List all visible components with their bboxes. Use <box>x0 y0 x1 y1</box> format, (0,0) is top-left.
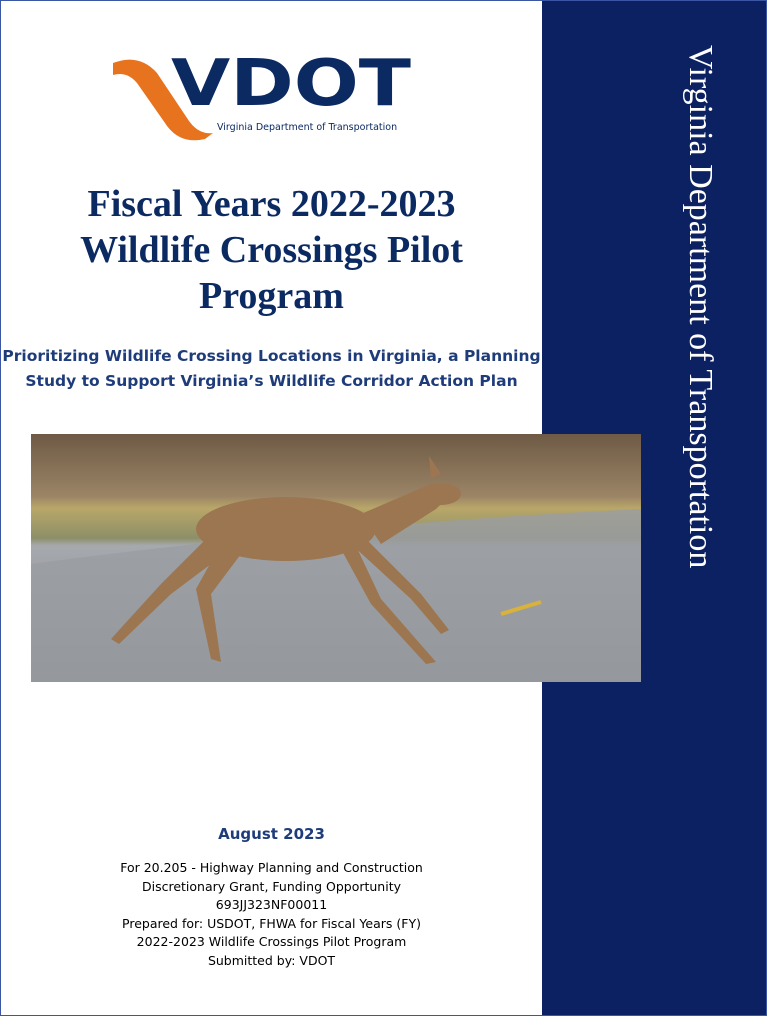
deer-photo <box>31 434 641 682</box>
logo-name: VDOT <box>171 53 411 121</box>
subtitle: Prioritizing Wildlife Crossing Locations… <box>1 344 542 394</box>
detail-line: 2022-2023 Wildlife Crossings Pilot Progr… <box>1 933 542 952</box>
title-line: Program <box>1 273 542 319</box>
title-line: Fiscal Years 2022-2023 <box>1 181 542 227</box>
cover-page: Virginia Department of Transportation VD… <box>0 0 767 1016</box>
detail-line: Submitted by: VDOT <box>1 952 542 971</box>
logo-tagline: Virginia Department of Transportation <box>217 122 397 133</box>
date: August 2023 <box>1 825 542 843</box>
title-line: Wildlife Crossings Pilot <box>1 227 542 273</box>
page-root: Virginia Department of Transportation VD… <box>0 0 767 1016</box>
logo: VDOT Virginia Department of Transportati… <box>109 53 419 143</box>
sidebar-text: Virginia Department of Transportation <box>681 45 719 568</box>
details: For 20.205 - Highway Planning and Constr… <box>1 859 542 970</box>
subtitle-line: Study to Support Virginia’s Wildlife Cor… <box>1 369 542 394</box>
detail-line: For 20.205 - Highway Planning and Constr… <box>1 859 542 878</box>
subtitle-line: Prioritizing Wildlife Crossing Locations… <box>1 344 542 369</box>
detail-line: Discretionary Grant, Funding Opportunity <box>1 878 542 897</box>
detail-line: Prepared for: USDOT, FHWA for Fiscal Yea… <box>1 915 542 934</box>
detail-line: 693JJ323NF00011 <box>1 896 542 915</box>
